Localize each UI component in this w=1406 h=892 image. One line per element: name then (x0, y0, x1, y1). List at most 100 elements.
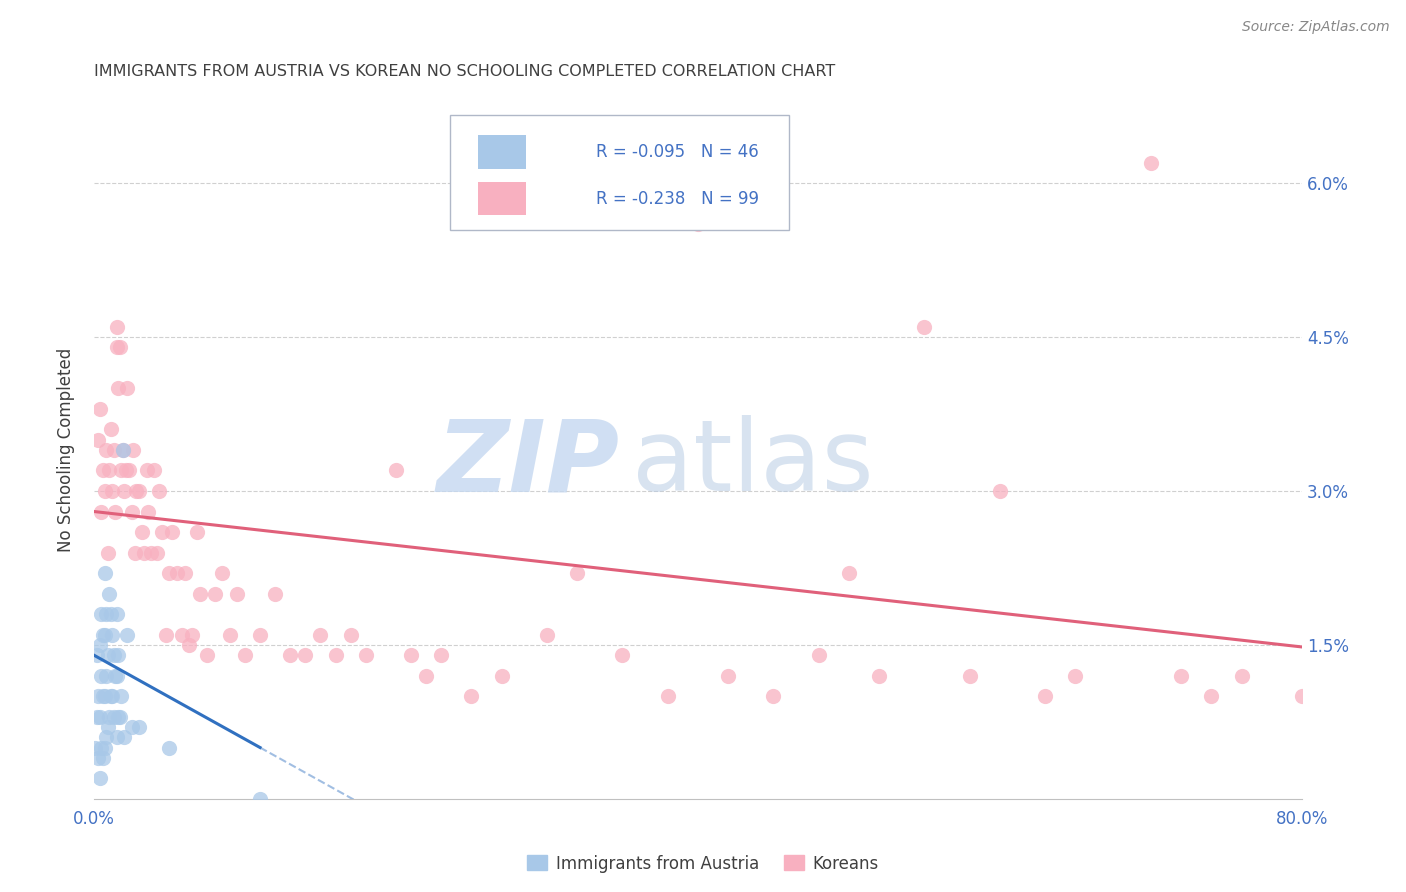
Point (103, 648, 125, 662)
Point (136, 504, 159, 518)
Point (612, 648, 634, 662)
Point (107, 710, 129, 724)
Point (86, 648, 108, 662)
Point (177, 638, 200, 652)
Point (98, 710, 121, 724)
Point (278, 648, 301, 662)
Point (170, 627, 193, 641)
Point (96, 545, 118, 559)
Point (101, 627, 124, 641)
Point (111, 442, 134, 457)
Point (460, 690, 482, 704)
Point (188, 586, 211, 600)
Point (1291, 690, 1313, 704)
Point (91, 463, 114, 477)
Point (98, 586, 121, 600)
Point (1230, 669, 1253, 683)
Point (155, 627, 177, 641)
Point (218, 627, 240, 641)
Point (565, 566, 588, 580)
Point (141, 545, 163, 559)
Point (122, 442, 145, 457)
Point (104, 669, 127, 683)
FancyBboxPatch shape (478, 136, 526, 169)
Point (107, 648, 129, 662)
Point (118, 463, 141, 477)
Point (132, 545, 155, 559)
Y-axis label: No Schooling Completed: No Schooling Completed (58, 348, 75, 552)
Point (536, 627, 558, 641)
Point (87, 690, 110, 704)
Text: R = -0.095   N = 46: R = -0.095 N = 46 (596, 143, 759, 161)
Point (762, 690, 785, 704)
Point (166, 566, 188, 580)
Point (91, 627, 114, 641)
Point (90, 504, 112, 518)
Point (90, 740, 112, 755)
Point (104, 504, 127, 518)
Text: atlas: atlas (631, 416, 873, 512)
Point (91, 751, 114, 765)
Point (101, 690, 124, 704)
Point (94, 731, 117, 745)
Point (249, 627, 271, 641)
Point (354, 648, 377, 662)
Point (686, 217, 709, 231)
Point (89, 401, 111, 416)
Point (89, 638, 111, 652)
Point (100, 690, 122, 704)
Point (807, 648, 830, 662)
Point (100, 607, 122, 621)
Point (91, 690, 114, 704)
Point (415, 669, 437, 683)
Point (1064, 669, 1087, 683)
Point (146, 545, 169, 559)
Point (84, 740, 107, 755)
Point (96, 720, 118, 734)
Point (87, 433, 110, 447)
Point (150, 524, 173, 539)
Point (186, 524, 208, 539)
Point (93, 566, 115, 580)
Point (111, 442, 134, 457)
Point (90, 669, 112, 683)
Point (105, 340, 128, 354)
Point (264, 586, 287, 600)
Point (89, 772, 111, 786)
Point (86, 710, 108, 724)
Point (121, 720, 143, 734)
Point (325, 648, 347, 662)
Point (491, 669, 513, 683)
Point (96, 648, 118, 662)
Point (914, 319, 936, 334)
Point (89, 710, 111, 724)
Point (204, 586, 226, 600)
Point (1140, 155, 1163, 169)
Point (211, 566, 233, 580)
Point (868, 669, 890, 683)
Text: R = -0.238   N = 99: R = -0.238 N = 99 (596, 190, 759, 208)
Point (162, 524, 184, 539)
Text: Source: ZipAtlas.com: Source: ZipAtlas.com (1241, 20, 1389, 34)
Point (1201, 690, 1223, 704)
Point (159, 566, 181, 580)
Point (93, 627, 115, 641)
Point (125, 483, 148, 498)
Point (131, 524, 153, 539)
Point (110, 463, 132, 477)
Point (112, 731, 135, 745)
Point (108, 340, 131, 354)
Point (105, 731, 128, 745)
Point (93, 483, 115, 498)
Point (181, 627, 204, 641)
Point (195, 648, 218, 662)
Point (143, 463, 166, 477)
Point (100, 422, 122, 436)
FancyBboxPatch shape (450, 115, 789, 230)
Point (121, 504, 143, 518)
Point (173, 566, 195, 580)
Point (87, 751, 110, 765)
Point (988, 483, 1011, 498)
Point (959, 669, 981, 683)
Point (115, 381, 138, 395)
